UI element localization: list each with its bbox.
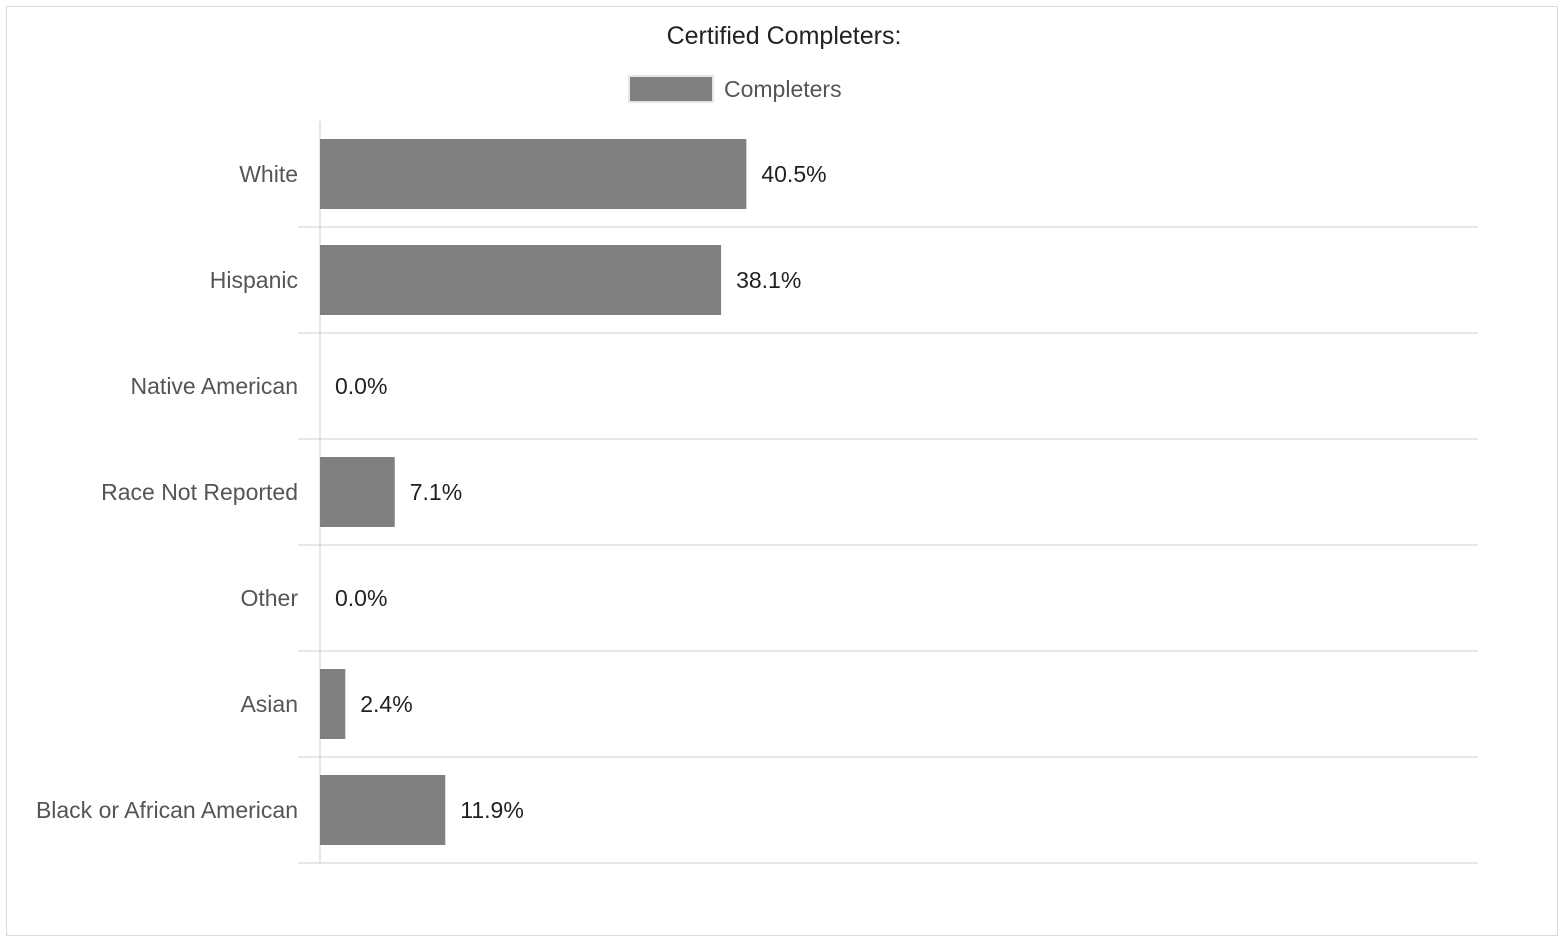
data-label: 2.4% [360, 691, 412, 717]
legend-swatch-completers [630, 77, 712, 101]
category-label: Other [240, 585, 298, 611]
category-label: Hispanic [210, 267, 298, 293]
legend-label-completers: Completers [724, 75, 842, 102]
bar[interactable] [320, 775, 446, 845]
category-label: Native American [131, 373, 298, 399]
bar[interactable] [320, 139, 747, 209]
category-label: White [239, 161, 298, 187]
category-label: Asian [240, 691, 298, 717]
data-label: 7.1% [410, 479, 462, 505]
bar[interactable] [320, 669, 346, 739]
bar[interactable] [320, 457, 395, 527]
legend[interactable]: Completers [630, 74, 842, 104]
category-label: Race Not Reported [101, 479, 298, 505]
category-label: Black or African American [36, 797, 298, 823]
data-label: 38.1% [736, 267, 801, 293]
chart-frame [6, 6, 1558, 936]
data-label: 40.5% [761, 161, 826, 187]
chart-title: Certified Completers: [666, 22, 902, 50]
data-label: 0.0% [335, 585, 387, 611]
bar[interactable] [320, 245, 722, 315]
data-label: 0.0% [335, 373, 387, 399]
data-label: 11.9% [460, 797, 524, 823]
